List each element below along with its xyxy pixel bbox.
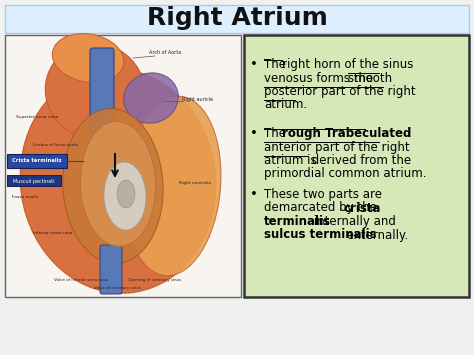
Text: Valve of coronary sinus: Valve of coronary sinus	[94, 286, 142, 290]
Text: Opening of coronary sinus: Opening of coronary sinus	[128, 278, 182, 282]
Text: Limbus of fossa ovalis: Limbus of fossa ovalis	[33, 143, 78, 147]
Text: posterior part of the right: posterior part of the right	[264, 85, 416, 98]
FancyBboxPatch shape	[5, 35, 241, 297]
Text: externally.: externally.	[343, 229, 408, 241]
FancyBboxPatch shape	[7, 154, 67, 168]
FancyBboxPatch shape	[5, 5, 469, 33]
Text: Crista terminalis: Crista terminalis	[12, 158, 62, 164]
Text: •: •	[250, 127, 258, 140]
Text: right horn of the sinus: right horn of the sinus	[282, 58, 413, 71]
Text: terminalis: terminalis	[264, 215, 331, 228]
Text: Fossa ovalis: Fossa ovalis	[12, 195, 38, 199]
Ellipse shape	[125, 96, 221, 276]
Ellipse shape	[117, 180, 135, 208]
Text: Valve of inferior vena cava: Valve of inferior vena cava	[54, 278, 108, 282]
Ellipse shape	[104, 162, 146, 230]
FancyBboxPatch shape	[90, 48, 114, 134]
Text: The: The	[264, 58, 290, 71]
Text: internally and: internally and	[310, 215, 396, 228]
Ellipse shape	[52, 34, 124, 82]
Ellipse shape	[124, 73, 178, 123]
Text: The: The	[264, 127, 290, 140]
Ellipse shape	[20, 69, 216, 293]
Text: Right ventricle: Right ventricle	[179, 181, 211, 185]
Text: Superior vena cava: Superior vena cava	[16, 115, 58, 119]
Text: Musculi pectinati: Musculi pectinati	[13, 179, 55, 184]
Text: •: •	[250, 188, 258, 201]
Text: Right auricle: Right auricle	[182, 97, 214, 102]
Text: Arch of Aorta: Arch of Aorta	[149, 50, 181, 55]
Ellipse shape	[81, 121, 155, 246]
Text: atrium is: atrium is	[264, 154, 320, 167]
Text: primordial common atrium.: primordial common atrium.	[264, 168, 427, 180]
FancyBboxPatch shape	[7, 175, 61, 186]
Text: smooth: smooth	[348, 71, 396, 84]
Text: demarcated by the: demarcated by the	[264, 202, 381, 214]
Text: rough Trabeculated: rough Trabeculated	[282, 127, 411, 140]
Text: atrium.: atrium.	[264, 98, 307, 111]
Text: anterior part of the right: anterior part of the right	[264, 141, 410, 153]
Text: •: •	[250, 58, 258, 71]
Text: Right Atrium: Right Atrium	[146, 6, 328, 30]
FancyBboxPatch shape	[244, 35, 469, 297]
Ellipse shape	[63, 109, 163, 263]
Text: sulcus terminalis: sulcus terminalis	[264, 229, 377, 241]
Text: Inferior vena cava: Inferior vena cava	[33, 231, 73, 235]
Text: venosus forms the: venosus forms the	[264, 71, 381, 84]
Ellipse shape	[46, 43, 145, 139]
Text: derived from the: derived from the	[308, 154, 411, 167]
Text: These two parts are: These two parts are	[264, 188, 382, 201]
Text: crista: crista	[344, 202, 381, 214]
FancyBboxPatch shape	[100, 245, 122, 294]
